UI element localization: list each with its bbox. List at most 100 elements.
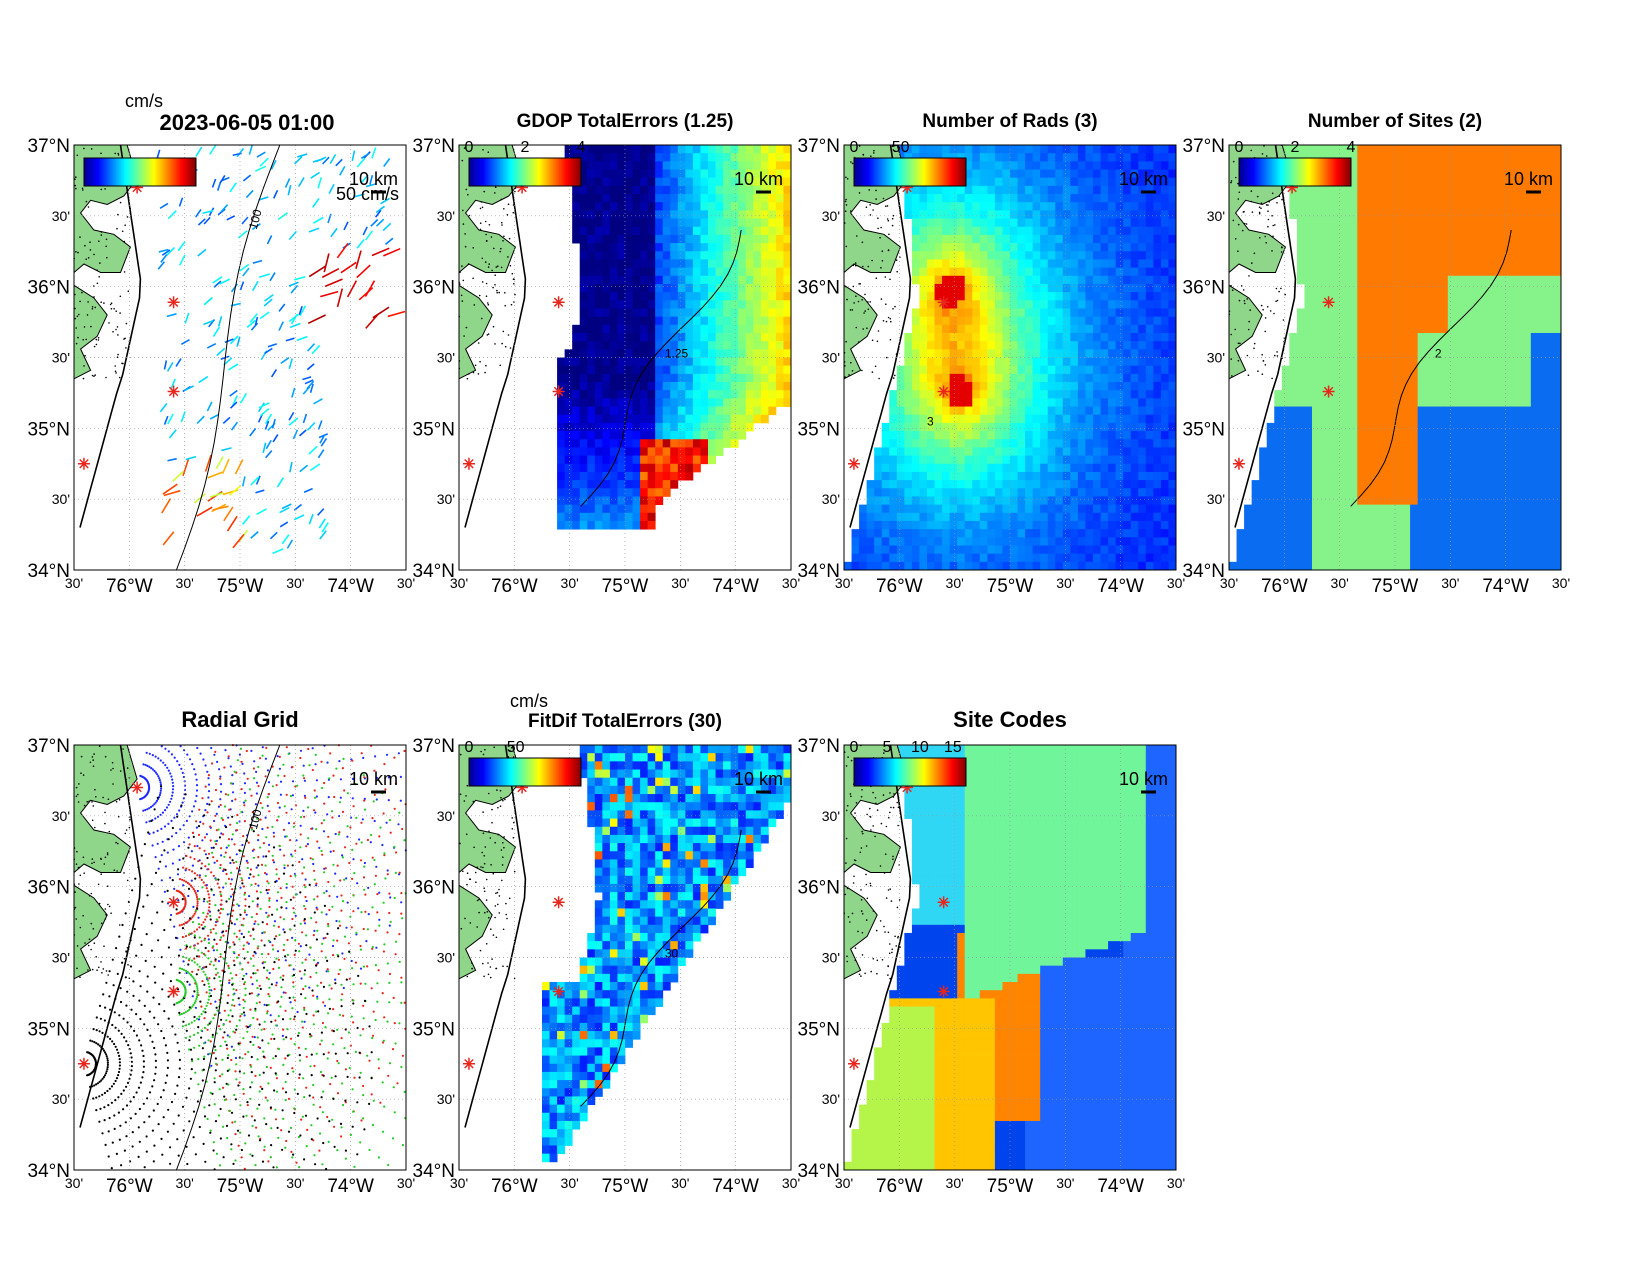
current-vector (250, 476, 260, 486)
heatmap-cell (1410, 308, 1419, 318)
heatmap-cell (1145, 234, 1154, 244)
heatmap-cell (964, 373, 973, 383)
heatmap-cell (1138, 488, 1147, 497)
heatmap-cell (1085, 332, 1094, 342)
coast-detail-dot (91, 308, 94, 310)
heatmap-cell (979, 382, 988, 391)
heatmap-cell (1342, 292, 1351, 301)
heatmap-cell (602, 439, 611, 448)
heatmap-cell (911, 537, 920, 546)
heatmap-cell (1395, 202, 1403, 211)
heatmap-cell (1032, 324, 1041, 334)
heatmap-cell (979, 520, 988, 530)
heatmap-cell (1077, 504, 1086, 514)
heatmap-cell (934, 520, 943, 530)
heatmap-cell (994, 234, 1003, 244)
current-vector (336, 288, 344, 308)
heatmap-cell (1349, 234, 1358, 244)
heatmap-cell (1410, 202, 1419, 211)
coast-detail-dot (75, 342, 78, 345)
heatmap-cell (594, 161, 603, 170)
heatmap-cell (1138, 267, 1147, 277)
heatmap-cell (1115, 259, 1124, 268)
heatmap-cell (1115, 504, 1124, 514)
heatmap-cell (1145, 357, 1154, 367)
heatmap-cell (1387, 324, 1396, 334)
heatmap-cell (1138, 349, 1147, 358)
heatmap-cell (919, 373, 928, 383)
heatmap-cell (927, 431, 935, 440)
heatmap-cell (602, 259, 611, 268)
heatmap-cell (617, 300, 626, 309)
heatmap-cell (700, 447, 709, 456)
heatmap-cell (564, 439, 573, 448)
heatmap-cell (987, 226, 996, 236)
heatmap-cell (1364, 488, 1373, 497)
heatmap-cell (700, 341, 709, 350)
heatmap-cell (1100, 488, 1109, 497)
heatmap-cell (904, 447, 913, 456)
heatmap-cell (640, 259, 649, 268)
heatmap-cell (1312, 406, 1320, 416)
heatmap-cell (1047, 243, 1056, 252)
heatmap-cell (655, 414, 664, 424)
heatmap-cell (1160, 537, 1169, 546)
heatmap-cell (1395, 357, 1403, 367)
heatmap-cell (1160, 218, 1169, 228)
heatmap-cell (1145, 153, 1154, 162)
heatmap-cell (677, 308, 686, 318)
coast-detail-dot (503, 235, 505, 238)
heatmap-cell (979, 439, 988, 448)
heatmap-cell (1017, 267, 1026, 277)
heatmap-cell (972, 226, 981, 236)
heatmap-cell (1108, 185, 1117, 195)
heatmap-cell (1055, 341, 1064, 350)
heatmap-cell (1123, 145, 1132, 154)
heatmap-cell (1077, 161, 1086, 170)
heatmap-cell (927, 308, 935, 318)
heatmap-cell (1425, 153, 1434, 162)
heatmap-cell (587, 431, 596, 440)
heatmap-cell (1319, 496, 1328, 506)
current-vector (288, 230, 298, 241)
heatmap-cell (1364, 373, 1373, 383)
heatmap-cell (587, 504, 596, 514)
heatmap-cell (775, 357, 784, 367)
heatmap-cell (1077, 300, 1086, 309)
heatmap-cell (1010, 382, 1018, 391)
heatmap-cell (1379, 267, 1388, 277)
heatmap-cell (1062, 210, 1071, 219)
heatmap-cell (1387, 447, 1396, 456)
heatmap-cell (994, 185, 1003, 195)
heatmap-cell (994, 398, 1003, 407)
heatmap-cell (1327, 357, 1336, 367)
current-vector (264, 413, 273, 425)
heatmap-cell (1085, 390, 1094, 399)
heatmap-cell (730, 373, 739, 383)
heatmap-cell (557, 520, 566, 530)
heatmap-cell (1402, 226, 1411, 236)
coast-detail-dot (124, 337, 126, 340)
heatmap-cell (1123, 496, 1132, 506)
heatmap-cell (677, 145, 686, 154)
heatmap-cell (700, 439, 709, 448)
heatmap-cell (994, 455, 1003, 465)
map-frame (73, 144, 407, 571)
heatmap-cell (1168, 553, 1177, 563)
heatmap-cell (670, 382, 679, 391)
heatmap-cell (896, 471, 905, 481)
heatmap-cell (1145, 561, 1154, 571)
coast-detail-dot (866, 327, 868, 330)
coast-detail-dot (845, 176, 847, 179)
heatmap-cell (745, 177, 754, 187)
heatmap-cell (1115, 145, 1124, 154)
heatmap-cell (896, 431, 905, 440)
heatmap-cell (715, 283, 724, 293)
heatmap-cell (1379, 218, 1388, 228)
heatmap-cell (979, 259, 988, 268)
heatmap-cell (745, 414, 754, 424)
heatmap-cell (1025, 357, 1034, 367)
heatmap-cell (1259, 463, 1268, 473)
heatmap-cell (640, 357, 649, 367)
heatmap-cell (655, 349, 664, 358)
